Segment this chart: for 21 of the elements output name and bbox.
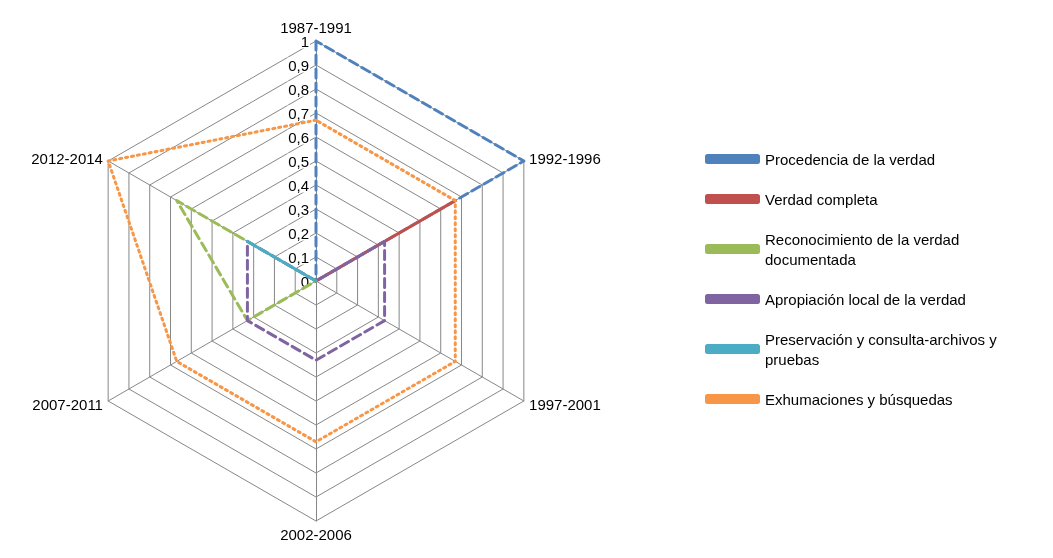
legend-label: Reconocimiento de la verdad documentada [765,230,964,268]
spoke-label: 2007-2011 [32,395,103,413]
y-tick-label: 0,4 [288,176,309,194]
legend-label: Preservación y consulta-archivos y pruebas [765,330,1001,368]
legend-label: Apropiación local de la verdad [765,290,966,308]
spoke-label: 1992-1996 [529,149,601,167]
y-tick-label: 0,2 [288,224,309,242]
spoke-label: 2012-2014 [31,149,103,167]
spoke-label: 1997-2001 [529,395,601,413]
spoke-label: 2002-2006 [280,526,352,543]
y-tick-label: 0,6 [288,128,309,146]
y-tick-label: 0,9 [288,56,309,74]
y-tick-label: 0,8 [288,80,309,98]
y-tick-label: 0,1 [288,248,309,266]
y-tick-label: 0,7 [288,104,309,122]
legend-label: Procedencia de la verdad [765,150,936,168]
y-tick-label: 0,5 [288,152,309,170]
legend-label: Verdad completa [765,190,879,208]
y-tick-label: 0,3 [288,200,309,218]
y-tick-label: 1 [300,32,309,50]
legend-label: Exhumaciones y búsquedas [765,390,953,408]
